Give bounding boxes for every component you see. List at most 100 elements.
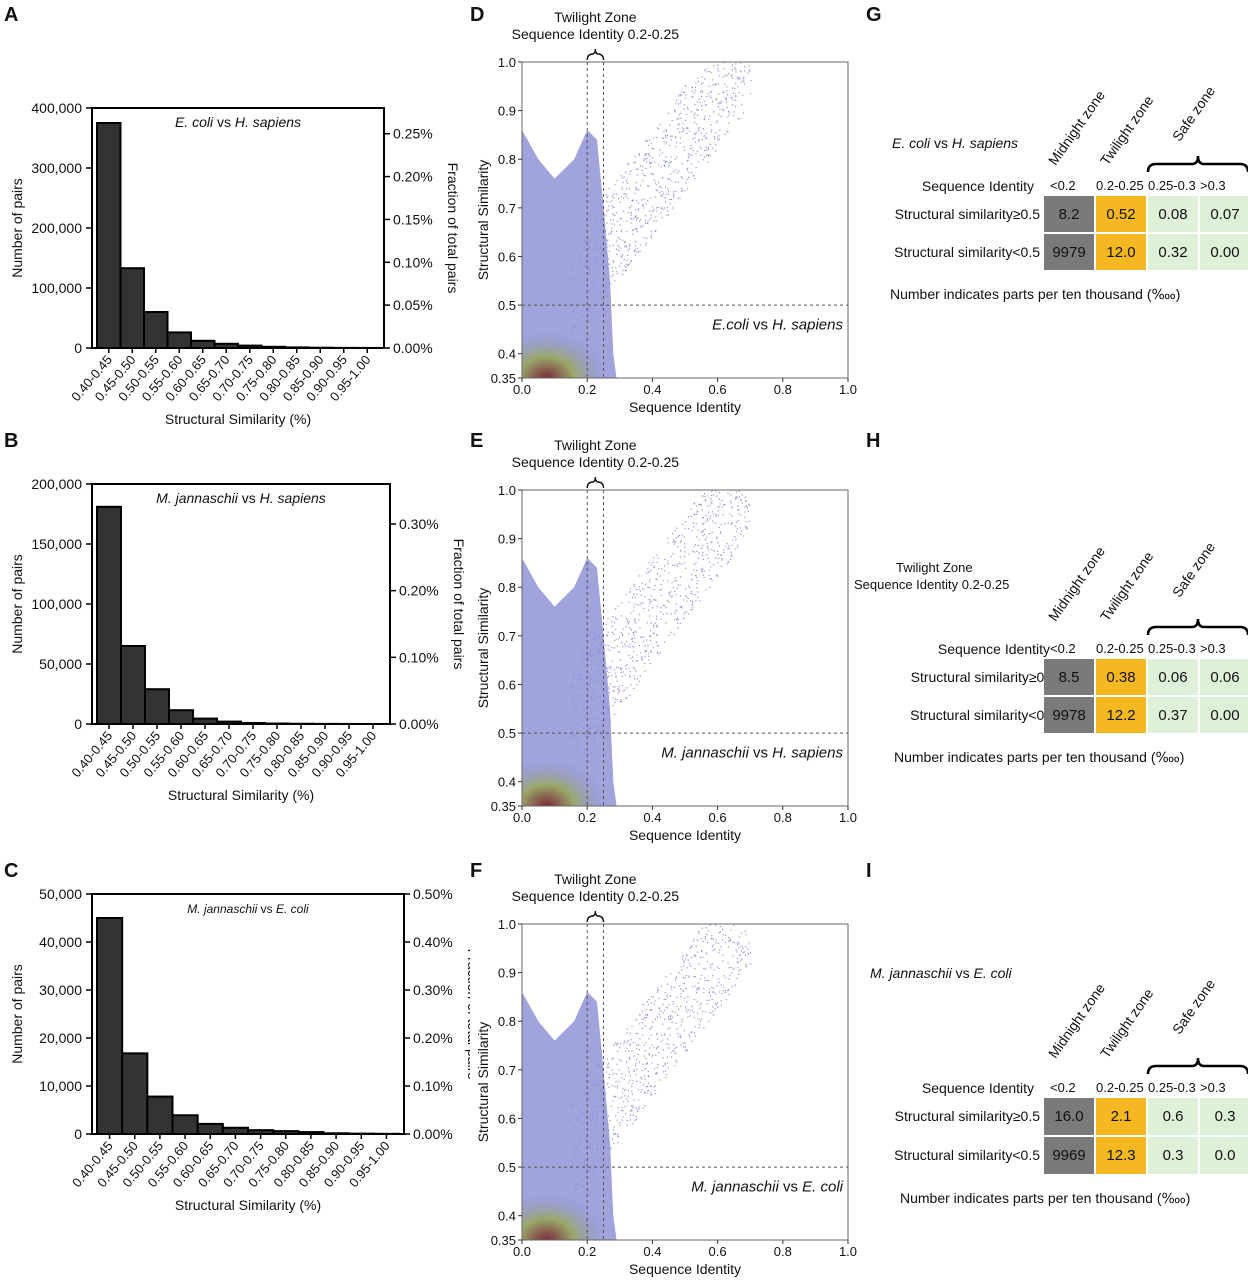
scatter-point (572, 1176, 573, 1177)
table-cell: 2.1 (1096, 1098, 1146, 1135)
scatter-point (696, 570, 697, 571)
histogram-chart-c: 010,00020,00030,00040,00050,0000.00%0.10… (0, 870, 470, 1230)
scatter-point (596, 272, 597, 273)
scatter-point (615, 1115, 616, 1116)
scatter-point (703, 530, 704, 531)
scatter-point (672, 136, 673, 137)
scatter-point (710, 155, 711, 156)
scatter-point (687, 109, 688, 110)
scatter-point (626, 1062, 627, 1063)
scatter-point (594, 288, 595, 289)
scatter-point (640, 637, 641, 638)
scatter-point (709, 989, 710, 990)
scatter-point (658, 182, 659, 183)
scatter-point (615, 699, 616, 700)
scatter-point (694, 968, 695, 969)
scatter-point (710, 566, 711, 567)
scatter-point (692, 87, 693, 88)
scatter-point (705, 521, 706, 522)
scatter-point (590, 1129, 591, 1130)
scatter-point (607, 1064, 608, 1065)
zone-subtitle: Sequence Identity 0.2-0.25 (512, 454, 680, 470)
scatter-point (655, 1093, 656, 1094)
scatter-point (718, 83, 719, 84)
scatter-point (650, 1010, 651, 1011)
scatter-point (690, 148, 691, 149)
scatter-point (623, 182, 624, 183)
scatter-point (632, 1107, 633, 1108)
scatter-point (571, 666, 572, 667)
scatter-point (718, 75, 719, 76)
scatter-point (667, 561, 668, 562)
scatter-point (700, 957, 701, 958)
scatter-point (641, 656, 642, 657)
scatter-point (721, 993, 722, 994)
scatter-point (577, 1184, 578, 1185)
scatter-point (704, 150, 705, 151)
scatter-point (698, 539, 699, 540)
scatter-point (608, 258, 609, 259)
scatter-point (612, 195, 613, 196)
scatter-point (648, 185, 649, 186)
scatter-point (589, 259, 590, 260)
scatter-point (717, 562, 718, 563)
scatter-point (580, 678, 581, 679)
scatter-point (651, 595, 652, 596)
scatter-point (642, 1011, 643, 1012)
scatter-point (696, 583, 697, 584)
scatter-point (713, 494, 714, 495)
scatter-point (719, 545, 720, 546)
scatter-point (641, 170, 642, 171)
scatter-point (703, 941, 704, 942)
scatter-point (730, 929, 731, 930)
scatter-point (611, 1148, 612, 1149)
scatter-point (656, 616, 657, 617)
scatter-point (614, 669, 615, 670)
scatter-point (613, 1143, 614, 1144)
scatter-point (725, 942, 726, 943)
scatter-point (666, 995, 667, 996)
scatter-point (667, 178, 668, 179)
scatter-point (606, 1137, 607, 1138)
scatter-point (636, 1069, 637, 1070)
scatter-point (668, 214, 669, 215)
scatter-point (684, 150, 685, 151)
scatter-point (675, 169, 676, 170)
scatter-point (706, 1000, 707, 1001)
scatter-point (718, 94, 719, 95)
scatter-point (651, 237, 652, 238)
scatter-point (676, 1061, 677, 1062)
scatter-point (646, 238, 647, 239)
title-part: M. jannaschii (870, 965, 952, 981)
scatter-point (694, 1026, 695, 1027)
scatter-point (741, 946, 742, 947)
scatter-point (699, 146, 700, 147)
scatter-point (632, 661, 633, 662)
scatter-point (695, 985, 696, 986)
scatter-point (664, 605, 665, 606)
scatter-point (639, 605, 640, 606)
scatter-point (642, 225, 643, 226)
scatter-point (639, 221, 640, 222)
scatter-point (599, 1080, 600, 1081)
scatter-point (636, 1107, 637, 1108)
scatter-point (717, 120, 718, 121)
scatter-point (593, 724, 594, 725)
scatter-point (671, 632, 672, 633)
scatter-point (617, 646, 618, 647)
scatter-point (596, 241, 597, 242)
scatter-point (723, 92, 724, 93)
scatter-point (655, 600, 656, 601)
scatter-point (632, 1080, 633, 1081)
scatter-point (741, 104, 742, 105)
scatter-point (701, 1002, 702, 1003)
scatter-point (653, 633, 654, 634)
scatter-point (571, 1161, 572, 1162)
scatter-point (625, 668, 626, 669)
title-part: vs (779, 1178, 802, 1195)
scatter-point (599, 240, 600, 241)
scatter-point (708, 980, 709, 981)
scatter-point (581, 1121, 582, 1122)
scatter-point (613, 1096, 614, 1097)
scatter-point (625, 245, 626, 246)
